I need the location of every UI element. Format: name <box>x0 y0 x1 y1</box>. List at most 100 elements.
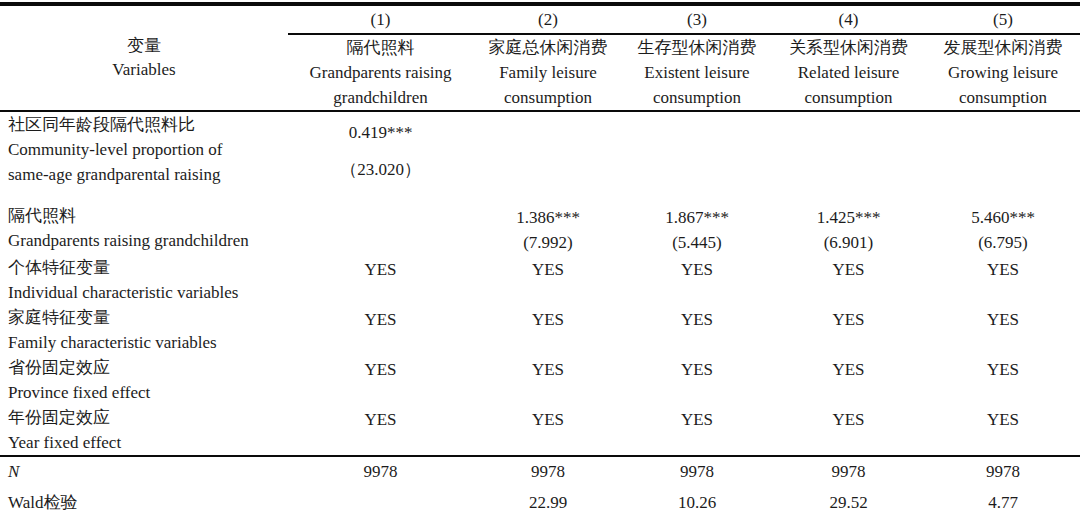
cell-yes: YES <box>623 255 771 305</box>
cell-coefficient: 0.419*** （23.020） <box>288 111 473 203</box>
cell-coefficient: 5.460*** (6.795) <box>926 203 1080 255</box>
column-header-4-en1: Related leisure <box>771 60 926 85</box>
row-label-en: Individual characteristic variables <box>8 280 288 305</box>
coefficient-value: 1.425*** <box>771 205 926 230</box>
t-statistic: （23.020） <box>288 157 473 182</box>
column-number-row: 变量 Variables (1) (2) (3) (4) (5) <box>0 4 1080 34</box>
column-header-5-zh: 发展型休闲消费 <box>926 35 1080 60</box>
cell-n: 9978 <box>473 456 623 486</box>
column-number-3: (3) <box>623 4 771 34</box>
cell-yes: YES <box>623 355 771 405</box>
column-header-1-en2: grandchildren <box>288 85 473 110</box>
row-label: 省份固定效应 Province fixed effect <box>0 355 288 405</box>
cell-n: 9978 <box>288 456 473 486</box>
cell-empty <box>926 111 1080 203</box>
column-number-2: (2) <box>473 4 623 34</box>
column-number-4: (4) <box>771 4 926 34</box>
coefficient-value: 0.419*** <box>288 120 473 145</box>
cell-yes: YES <box>473 305 623 355</box>
row-label-zh: 社区同年龄段隔代照料比 <box>8 112 288 137</box>
cell-empty <box>771 111 926 203</box>
row-family-controls: 家庭特征变量 Family characteristic variables Y… <box>0 305 1080 355</box>
row-grandparents-raising: 隔代照料 Grandparents raising grandchildren … <box>0 203 1080 255</box>
row-label-en: Province fixed effect <box>8 380 288 405</box>
cell-yes: YES <box>771 355 926 405</box>
cell-coefficient: 1.386*** (7.992) <box>473 203 623 255</box>
coefficient-value: 5.460*** <box>926 205 1080 230</box>
column-header-5-en2: consumption <box>926 85 1080 110</box>
cell-wald: 29.52 <box>771 486 926 518</box>
cell-yes: YES <box>623 305 771 355</box>
column-header-5: 发展型休闲消费 Growing leisure consumption <box>926 34 1080 111</box>
column-header-1-en1: Grandparents raising <box>288 60 473 85</box>
paper-page: 变量 Variables (1) (2) (3) (4) (5) 隔代照料 Gr… <box>0 0 1080 518</box>
row-community-proportion: 社区同年龄段隔代照料比 Community-level proportion o… <box>0 111 1080 203</box>
cell-yes: YES <box>473 255 623 305</box>
corner-header-zh: 变量 <box>0 34 288 58</box>
cell-yes: YES <box>473 355 623 405</box>
cell-yes: YES <box>288 355 473 405</box>
cell-n: 9978 <box>623 456 771 486</box>
cell-coefficient: 1.867*** (5.445) <box>623 203 771 255</box>
cell-yes: YES <box>288 405 473 456</box>
row-year-fixed-effect: 年份固定效应 Year fixed effect YES YES YES YES… <box>0 405 1080 456</box>
column-header-5-en1: Growing leisure <box>926 60 1080 85</box>
cell-coefficient: 1.425*** (6.901) <box>771 203 926 255</box>
cell-yes: YES <box>623 405 771 456</box>
row-label-wald: Wald检验 <box>0 486 288 518</box>
column-header-2: 家庭总休闲消费 Family leisure consumption <box>473 34 623 111</box>
cell-empty <box>473 111 623 203</box>
column-header-4-zh: 关系型休闲消费 <box>771 35 926 60</box>
coefficient-value: 1.386*** <box>473 205 623 230</box>
t-statistic: (6.901) <box>771 230 926 255</box>
row-label-zh: 个体特征变量 <box>8 255 288 280</box>
cell-yes: YES <box>288 305 473 355</box>
cell-wald: 4.77 <box>926 486 1080 518</box>
column-header-1: 隔代照料 Grandparents raising grandchildren <box>288 34 473 111</box>
cell-yes: YES <box>926 255 1080 305</box>
corner-header: 变量 Variables <box>0 4 288 111</box>
column-header-3-zh: 生存型休闲消费 <box>623 35 771 60</box>
row-label-zh: 隔代照料 <box>8 203 288 228</box>
t-statistic: (7.992) <box>473 230 623 255</box>
row-label-zh: 家庭特征变量 <box>8 305 288 330</box>
row-label-zh: 年份固定效应 <box>8 405 288 430</box>
t-statistic: (6.795) <box>926 230 1080 255</box>
row-observations: N 9978 9978 9978 9978 9978 <box>0 456 1080 486</box>
cell-yes: YES <box>926 355 1080 405</box>
row-wald-test: Wald检验 22.99 10.26 29.52 4.77 <box>0 486 1080 518</box>
column-number-1: (1) <box>288 4 473 34</box>
column-header-1-zh: 隔代照料 <box>288 35 473 60</box>
row-label-n: N <box>0 456 288 486</box>
row-individual-controls: 个体特征变量 Individual characteristic variabl… <box>0 255 1080 305</box>
cell-wald: 22.99 <box>473 486 623 518</box>
row-label: 家庭特征变量 Family characteristic variables <box>0 305 288 355</box>
cell-n: 9978 <box>926 456 1080 486</box>
row-label-en1: Community-level proportion of <box>8 137 288 162</box>
cell-yes: YES <box>771 255 926 305</box>
column-number-5: (5) <box>926 4 1080 34</box>
row-label-zh: 省份固定效应 <box>8 355 288 380</box>
column-header-4-en2: consumption <box>771 85 926 110</box>
cell-yes: YES <box>926 405 1080 456</box>
row-label: 个体特征变量 Individual characteristic variabl… <box>0 255 288 305</box>
cell-yes: YES <box>288 255 473 305</box>
column-header-2-en1: Family leisure <box>473 60 623 85</box>
row-label: 年份固定效应 Year fixed effect <box>0 405 288 456</box>
cell-empty <box>288 203 473 255</box>
row-label-en: Year fixed effect <box>8 430 288 455</box>
column-header-3: 生存型休闲消费 Existent leisure consumption <box>623 34 771 111</box>
cell-yes: YES <box>926 305 1080 355</box>
cell-yes: YES <box>771 405 926 456</box>
cell-yes: YES <box>771 305 926 355</box>
column-header-3-en1: Existent leisure <box>623 60 771 85</box>
cell-wald: 10.26 <box>623 486 771 518</box>
t-statistic: (5.445) <box>623 230 771 255</box>
row-label-en2: same-age grandparental raising <box>8 162 288 187</box>
cell-empty <box>288 486 473 518</box>
cell-yes: YES <box>473 405 623 456</box>
column-header-3-en2: consumption <box>623 85 771 110</box>
corner-header-en: Variables <box>0 58 288 82</box>
column-header-2-zh: 家庭总休闲消费 <box>473 35 623 60</box>
row-label-en: Family characteristic variables <box>8 330 288 355</box>
